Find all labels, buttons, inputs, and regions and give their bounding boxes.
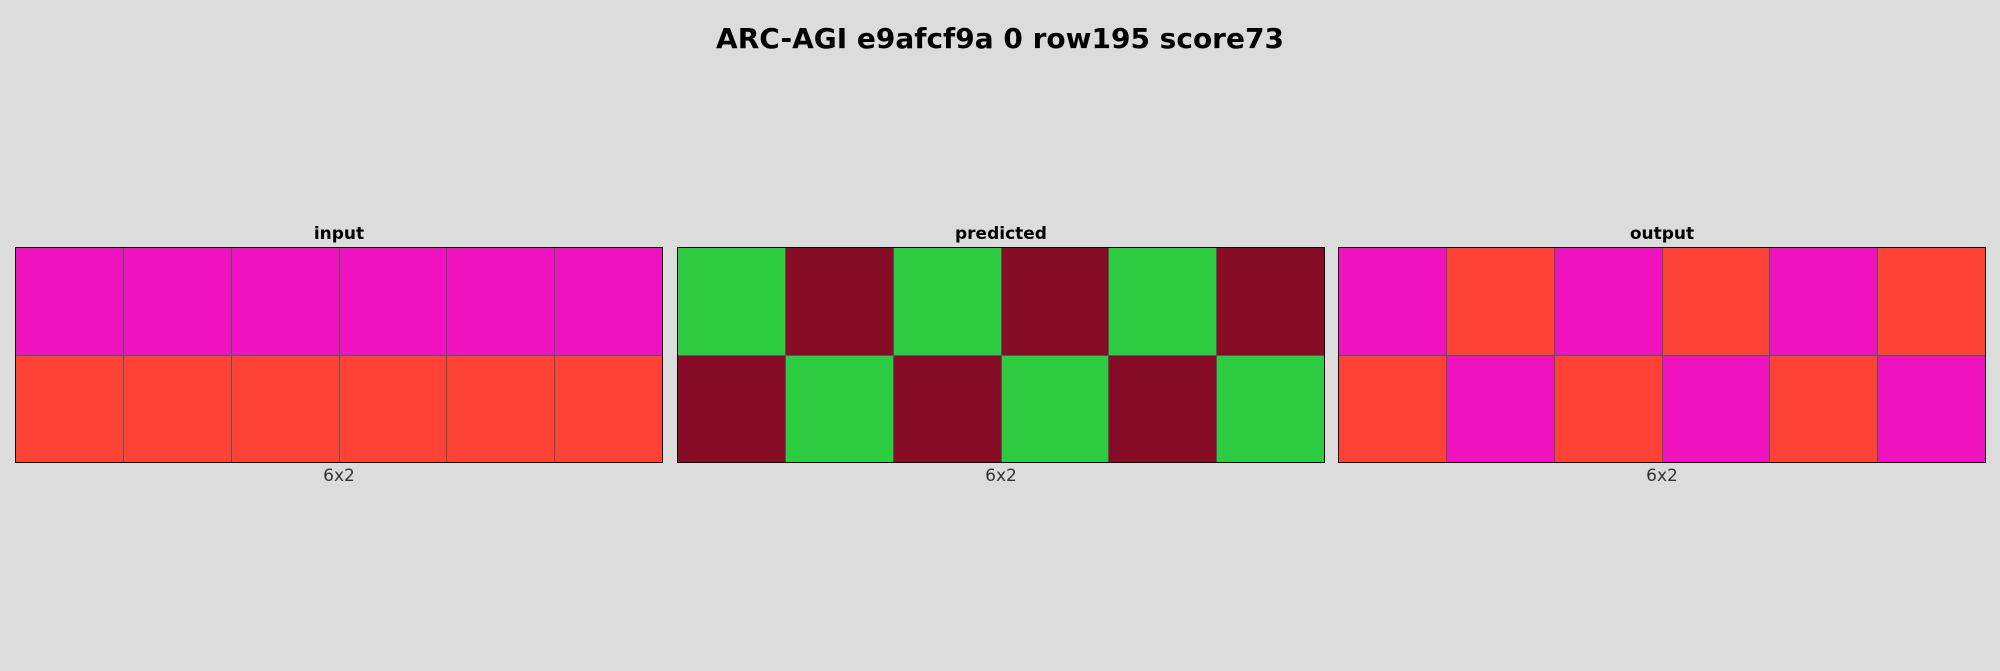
output-panel-title: output [1629, 224, 1695, 244]
grid-cell [1001, 355, 1109, 462]
grid-cell [1554, 355, 1662, 462]
grid-cell [1339, 248, 1446, 355]
grid-cell [785, 248, 893, 355]
grid-cell [678, 355, 785, 462]
grid-cell [231, 355, 339, 462]
grid-cell [785, 355, 893, 462]
page-title: ARC-AGI e9afcf9a 0 row195 score73 [716, 22, 1284, 55]
input-panel: input 6x2 [15, 222, 663, 489]
grid-cell [1770, 355, 1878, 462]
grid-cell [231, 248, 339, 355]
grid-cell [1662, 248, 1770, 355]
predicted-panel: predicted 6x2 [677, 222, 1325, 489]
grid-cell [555, 248, 662, 355]
predicted-size-label: 6x2 [985, 466, 1017, 486]
output-grid [1338, 247, 1986, 463]
grid-cell [893, 248, 1001, 355]
grid-cell [16, 248, 123, 355]
grid-cell [1109, 355, 1217, 462]
grid-cell [555, 355, 662, 462]
input-size-label: 6x2 [323, 466, 355, 486]
grid-cell [447, 248, 555, 355]
grid-cell [339, 248, 447, 355]
grid-cell [1878, 355, 1985, 462]
grid-cell [1662, 355, 1770, 462]
grid-cell [678, 248, 785, 355]
grid-cell [339, 355, 447, 462]
grid-cell [1446, 355, 1554, 462]
grid-cell [1217, 355, 1324, 462]
grid-cell [1770, 248, 1878, 355]
grid-cell [893, 355, 1001, 462]
grid-cell [1339, 355, 1446, 462]
input-panel-title: input [313, 224, 365, 244]
predicted-grid [677, 247, 1325, 463]
grid-cell [1109, 248, 1217, 355]
output-size-label: 6x2 [1646, 466, 1678, 486]
grid-cell [123, 355, 231, 462]
grid-cell [1446, 248, 1554, 355]
grid-cell [1217, 248, 1324, 355]
grid-cell [1554, 248, 1662, 355]
grid-cell [123, 248, 231, 355]
input-grid [15, 247, 663, 463]
grid-cell [1001, 248, 1109, 355]
grid-cell [1878, 248, 1985, 355]
predicted-panel-title: predicted [955, 224, 1047, 244]
output-panel: output 6x2 [1338, 222, 1986, 489]
grid-cell [16, 355, 123, 462]
grid-cell [447, 355, 555, 462]
